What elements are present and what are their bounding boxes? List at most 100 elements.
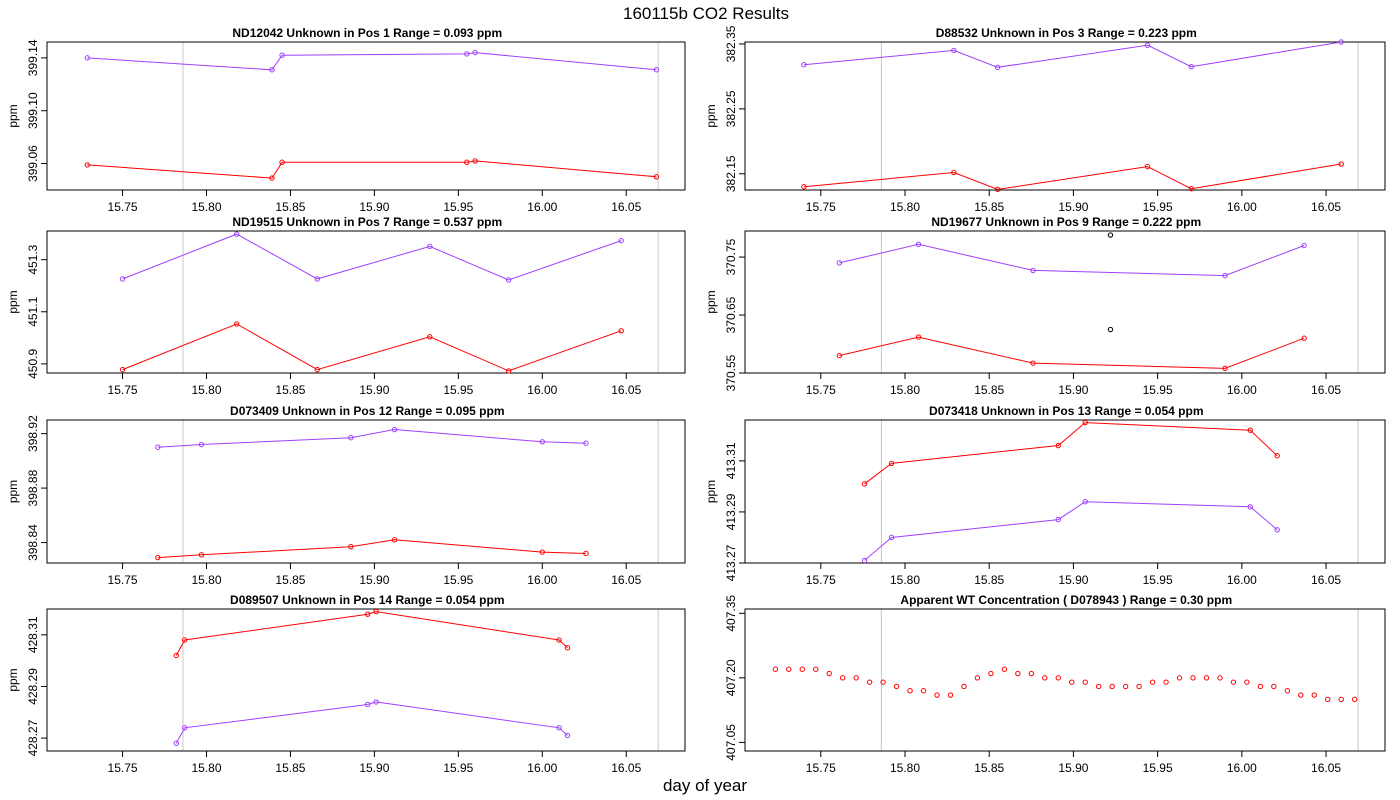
data-point [951,169,957,176]
x-tick-label: 15.95 [1143,200,1173,214]
x-tick-label: 15.95 [1143,761,1173,775]
data-point [915,241,922,248]
x-tick-label: 16.05 [611,200,641,214]
data-point [1188,63,1195,70]
data-point [1030,360,1036,366]
data-point [539,439,545,445]
x-tick-label: 16.00 [527,383,557,397]
x-tick-label: 15.80 [191,383,221,397]
x-tick-label: 16.00 [527,761,557,775]
data-point [198,552,205,558]
data-point [1338,161,1344,167]
data-point [181,725,188,731]
data-point [1298,692,1304,698]
x-tick-label: 15.80 [191,573,221,587]
x-tick-label: 15.75 [108,761,138,775]
series-line-upper [803,41,1342,68]
x-tick-label: 16.00 [527,573,557,587]
data-point [234,231,240,237]
data-point [1338,39,1344,45]
data-point [1082,499,1088,505]
x-tick-label: 15.75 [806,383,836,397]
data-point [799,666,805,672]
plot-frame [46,419,686,564]
data-point [84,55,90,61]
data-point [1144,42,1151,48]
series-line-upper [839,243,1305,277]
data-point [1082,679,1088,685]
y-tick-label: 413.29 [724,493,738,530]
y-tick-label: 413.27 [724,544,738,581]
data-point [1244,679,1250,685]
data-point [1247,504,1253,510]
x-tick-label: 15.95 [443,573,473,587]
data-point [836,260,843,266]
series-line-lower [87,160,657,179]
y-tick-label: 370.65 [724,296,738,333]
data-point [364,611,371,617]
x-axis-title: day of year [663,776,747,795]
data-point [1247,427,1253,433]
data-point [1217,675,1223,681]
data-point [583,440,589,446]
data-point [772,666,779,672]
y-tick-label: 407.05 [724,724,738,761]
data-point [373,699,379,705]
y-tick-label: 451.1 [26,296,40,326]
data-point [119,366,126,373]
y-tick-label: 370.55 [724,354,738,391]
y-axis-label: ppm [704,480,718,503]
x-tick-label: 16.00 [1227,383,1257,397]
data-point [893,683,900,690]
y-tick-label: 450.9 [26,349,40,379]
data-point [1028,670,1035,677]
x-tick-label: 15.75 [806,200,836,214]
data-point [1042,675,1048,681]
x-tick-label: 15.80 [890,761,920,775]
data-point [269,175,275,181]
x-tick-label: 15.85 [275,200,305,214]
data-point [1301,242,1307,249]
plot-frame [46,41,686,191]
x-tick-label: 15.90 [1058,573,1088,587]
data-point [813,666,819,672]
y-tick-label: 398.88 [26,469,40,506]
data-point [1222,365,1228,372]
data-point [314,366,321,373]
data-point [947,692,954,698]
data-point [427,243,433,250]
data-point [472,49,478,56]
x-tick-label: 15.95 [443,200,473,214]
data-point [269,67,275,73]
y-tick-label: 413.31 [724,442,738,479]
data-point [279,159,285,165]
data-point [974,675,981,681]
data-point [915,334,922,340]
panel-title: D88532 Unknown in Pos 3 Range = 0.223 pp… [936,26,1197,40]
y-tick-label: 398.92 [26,415,40,452]
x-tick-label: 15.85 [974,761,1004,775]
x-tick-label: 16.00 [1227,200,1257,214]
y-axis-label: ppm [6,480,20,503]
data-point [472,158,478,164]
x-tick-label: 15.95 [1143,573,1173,587]
data-point [1338,696,1344,703]
x-tick-label: 16.05 [611,383,641,397]
x-tick-label: 15.85 [275,573,305,587]
x-tick-label: 15.90 [1058,200,1088,214]
data-point [1188,186,1195,192]
data-point [994,186,1001,193]
x-tick-label: 16.00 [1227,573,1257,587]
data-point [934,692,940,698]
data-point [314,276,321,282]
plot-frame [744,41,1386,191]
series-line-upper [175,611,568,656]
data-point [1274,453,1280,459]
x-tick-label: 15.85 [275,383,305,397]
data-point [1190,675,1196,681]
data-point [988,670,994,677]
x-tick-label: 16.05 [1311,383,1341,397]
data-point [1176,675,1183,681]
chart-panel-8: Apparent WT Concentration ( D078943 ) Ra… [724,593,1386,775]
plot-frame [46,230,686,374]
